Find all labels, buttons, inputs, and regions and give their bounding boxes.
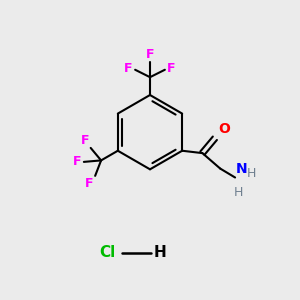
Text: H: H [154,245,167,260]
Text: H: H [246,167,256,180]
Text: F: F [167,62,176,75]
Text: F: F [81,134,89,147]
Text: F: F [85,177,94,190]
Text: F: F [146,48,154,61]
Text: Cl: Cl [99,245,115,260]
Text: O: O [218,122,230,136]
Text: F: F [124,62,133,75]
Text: F: F [73,155,82,168]
Text: N: N [236,162,247,176]
Text: H: H [233,186,243,199]
